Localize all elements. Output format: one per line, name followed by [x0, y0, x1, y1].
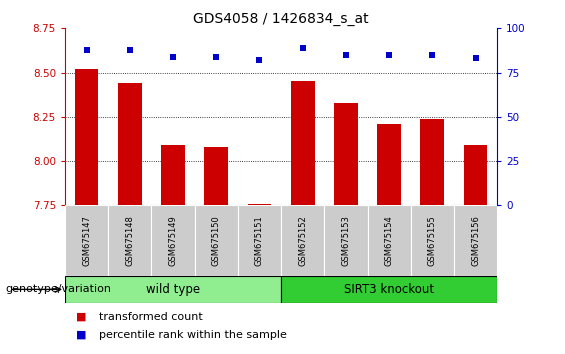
- Text: GSM675150: GSM675150: [212, 215, 221, 266]
- Bar: [205, 147, 228, 205]
- Bar: [420, 119, 444, 205]
- Text: genotype/variation: genotype/variation: [6, 284, 112, 295]
- Text: GSM675149: GSM675149: [168, 215, 177, 266]
- Bar: [454, 205, 497, 276]
- Title: GDS4058 / 1426834_s_at: GDS4058 / 1426834_s_at: [193, 12, 369, 26]
- Point: [471, 56, 480, 61]
- Text: ■: ■: [76, 330, 87, 339]
- Bar: [377, 124, 401, 205]
- Bar: [464, 145, 488, 205]
- Text: GSM675148: GSM675148: [125, 215, 134, 266]
- Bar: [367, 205, 411, 276]
- Point: [428, 52, 437, 58]
- Bar: [324, 205, 368, 276]
- Text: GSM675153: GSM675153: [341, 215, 350, 266]
- Text: SIRT3 knockout: SIRT3 knockout: [344, 283, 434, 296]
- Text: GSM675154: GSM675154: [385, 215, 394, 266]
- Bar: [411, 205, 454, 276]
- Point: [255, 57, 264, 63]
- Point: [341, 52, 350, 58]
- Point: [212, 54, 221, 59]
- Bar: [161, 145, 185, 205]
- Point: [82, 47, 91, 52]
- Text: GSM675155: GSM675155: [428, 215, 437, 266]
- Bar: [108, 205, 151, 276]
- Text: GSM675147: GSM675147: [82, 215, 91, 266]
- Text: ■: ■: [76, 312, 87, 322]
- Bar: [334, 103, 358, 205]
- Bar: [118, 83, 142, 205]
- Text: GSM675152: GSM675152: [298, 215, 307, 266]
- Point: [298, 45, 307, 51]
- Bar: [291, 81, 315, 205]
- Bar: [247, 204, 271, 205]
- Point: [385, 52, 394, 58]
- Bar: [65, 276, 281, 303]
- Text: transformed count: transformed count: [99, 312, 203, 322]
- Bar: [238, 205, 281, 276]
- Text: GSM675156: GSM675156: [471, 215, 480, 266]
- Text: GSM675151: GSM675151: [255, 215, 264, 266]
- Bar: [65, 205, 108, 276]
- Point: [168, 54, 177, 59]
- Bar: [281, 276, 497, 303]
- Bar: [151, 205, 194, 276]
- Point: [125, 47, 134, 52]
- Text: percentile rank within the sample: percentile rank within the sample: [99, 330, 287, 339]
- Text: wild type: wild type: [146, 283, 200, 296]
- Bar: [75, 69, 98, 205]
- Bar: [281, 205, 324, 276]
- Bar: [194, 205, 238, 276]
